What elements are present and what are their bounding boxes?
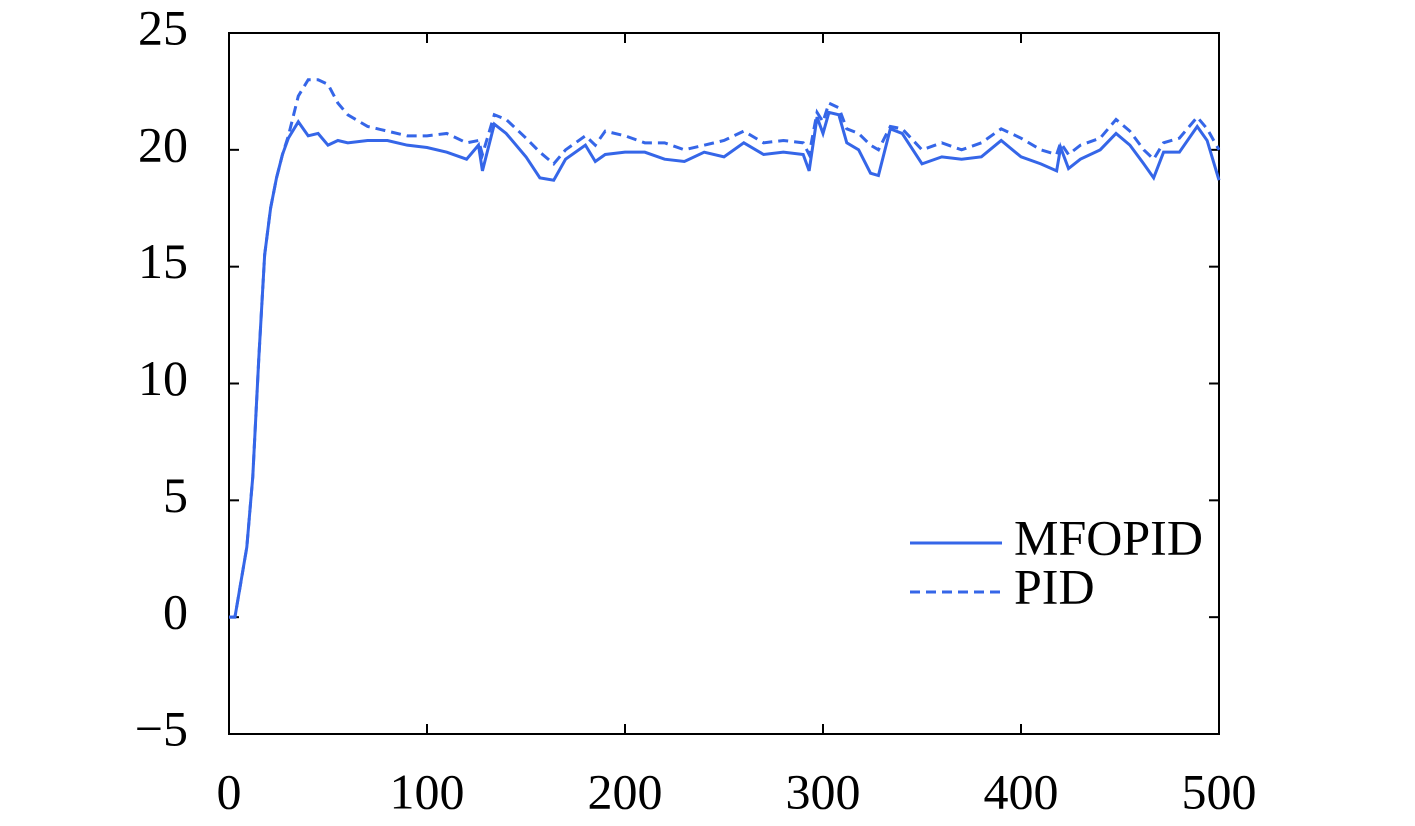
y-tick-label: 15 (138, 233, 188, 289)
y-tick-label: −5 (135, 700, 188, 756)
x-tick-label: 400 (984, 763, 1059, 819)
y-tick-label: 10 (138, 350, 188, 406)
legend-label: MFOPID (1014, 509, 1203, 565)
x-tick-label: 100 (390, 763, 465, 819)
legend-label: PID (1014, 558, 1095, 614)
series-line (229, 110, 1221, 619)
x-tick-label: 500 (1182, 763, 1257, 819)
x-tick-label: 0 (217, 763, 242, 819)
plot-frame (228, 32, 1220, 735)
y-tick-label: 20 (138, 116, 188, 172)
x-tick-label: 300 (786, 763, 861, 819)
series-line (229, 78, 1221, 619)
y-tick-label: 5 (163, 467, 188, 523)
y-tick-label: 0 (163, 584, 188, 640)
y-tick-label: 25 (138, 0, 188, 55)
x-tick-label: 200 (588, 763, 663, 819)
